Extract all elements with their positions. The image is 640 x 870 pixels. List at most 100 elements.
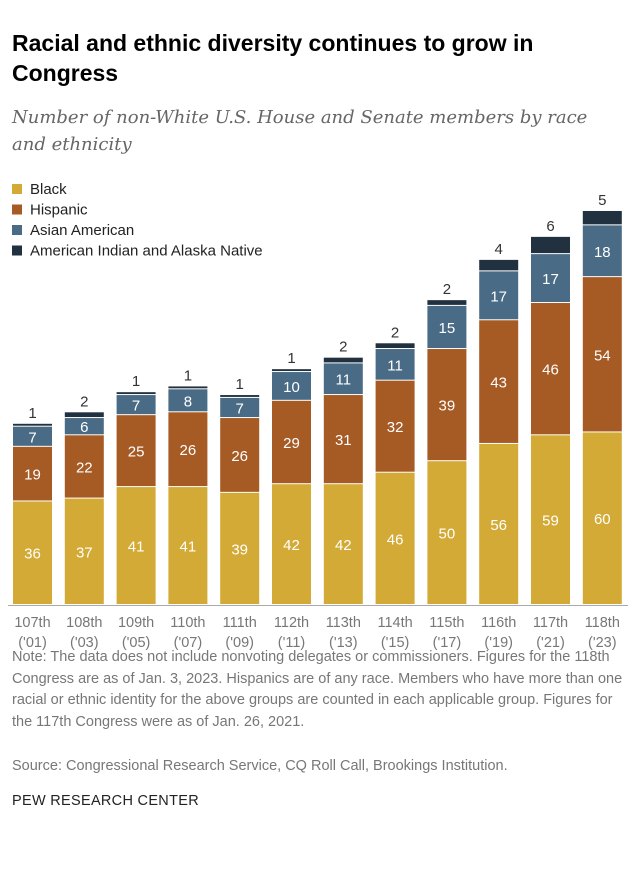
bar-segment <box>168 487 208 604</box>
data-label: 1 <box>287 350 295 367</box>
data-label: 32 <box>387 419 404 436</box>
bar-segment <box>375 380 415 472</box>
data-label: 2 <box>80 393 88 410</box>
data-label: 5 <box>598 192 606 209</box>
data-label: 60 <box>594 511 611 528</box>
x-tick-label: ('01) <box>18 635 47 651</box>
data-label: 1 <box>236 376 244 393</box>
bar-segment <box>116 487 156 604</box>
data-label: 6 <box>80 419 88 436</box>
data-label: 8 <box>184 393 192 410</box>
data-label: 7 <box>28 429 36 446</box>
data-label: 19 <box>24 467 41 484</box>
bar-segment <box>220 492 260 604</box>
x-tick-label: 110th <box>170 615 205 631</box>
data-label: 25 <box>128 444 145 461</box>
bar-segment <box>168 386 208 389</box>
x-tick-label: ('21) <box>536 635 565 651</box>
data-label: 59 <box>542 513 559 530</box>
data-label: 18 <box>594 244 611 261</box>
bar-segment <box>116 392 156 395</box>
bar-segment <box>582 432 622 604</box>
x-tick-label: 117th <box>533 615 568 631</box>
data-label: 41 <box>128 539 145 556</box>
bar-segment <box>323 395 363 484</box>
bar-segment <box>220 395 260 397</box>
data-label: 2 <box>339 339 347 356</box>
bar-segment <box>220 418 260 492</box>
x-tick-label: 114th <box>377 615 412 631</box>
x-tick-label: 116th <box>481 615 516 631</box>
x-tick-label: 108th <box>66 615 102 631</box>
data-label: 1 <box>28 405 36 422</box>
chart-title: Racial and ethnic diversity continues to… <box>12 30 534 86</box>
brand-label: PEW RESEARCH CENTER <box>12 793 199 809</box>
data-label: 42 <box>335 537 352 554</box>
bar-segment <box>531 254 570 303</box>
x-tick-label: ('13) <box>329 635 358 651</box>
bar-segment <box>64 435 104 498</box>
bar-segment <box>531 236 570 254</box>
data-label: 1 <box>132 373 140 390</box>
bar-segment <box>375 472 415 604</box>
bar-segment <box>168 412 208 487</box>
bar-segment <box>531 435 570 604</box>
bar-segment <box>582 277 622 432</box>
x-tick-label: 107th <box>14 615 50 631</box>
data-label: 17 <box>490 288 507 305</box>
legend-swatch <box>12 225 22 235</box>
data-label: 2 <box>391 324 399 341</box>
chart-source: Source: Congressional Research Service, … <box>12 758 508 774</box>
data-label: 6 <box>546 218 554 235</box>
bar-segment <box>479 443 519 604</box>
data-label: 4 <box>495 241 503 258</box>
bar-segment <box>168 389 208 412</box>
legend-label: Black <box>30 181 67 198</box>
bar-segment <box>323 484 363 604</box>
data-label: 17 <box>542 271 559 288</box>
bar-segment <box>13 446 52 501</box>
data-label: 36 <box>24 546 41 563</box>
x-tick-label: ('23) <box>588 635 617 651</box>
bar-segment <box>582 210 622 225</box>
bar-segment <box>479 259 519 271</box>
legend-label: American Indian and Alaska Native <box>30 243 263 260</box>
x-tick-label: 112th <box>274 615 309 631</box>
data-label: 42 <box>283 537 300 554</box>
bar-segment <box>427 300 467 305</box>
bar-segment <box>13 423 52 426</box>
data-label: 15 <box>439 320 456 337</box>
x-tick-label: ('15) <box>381 635 410 651</box>
bar-segment <box>64 412 104 418</box>
data-label: 2 <box>443 281 451 298</box>
x-tick-label: 118th <box>585 615 620 631</box>
legend-swatch <box>12 204 22 215</box>
data-label: 43 <box>490 375 507 392</box>
data-label: 29 <box>283 435 300 452</box>
data-label: 54 <box>594 347 611 364</box>
chart-note: Note: The data does not include nonvotin… <box>12 649 623 730</box>
chart-subtitle: Number of non-White U.S. House and Senat… <box>12 107 588 155</box>
data-label: 46 <box>542 362 559 379</box>
bar-segment <box>13 501 52 604</box>
bar-segment <box>479 320 519 443</box>
bar-segment <box>531 303 570 435</box>
x-tick-label: 111th <box>223 615 257 631</box>
x-tick-label: ('19) <box>484 635 513 651</box>
data-label: 39 <box>439 398 456 415</box>
x-tick-label: ('07) <box>174 635 203 651</box>
bar-segment <box>272 400 311 484</box>
bar-segment <box>116 415 156 487</box>
data-label: 31 <box>335 432 352 449</box>
legend-label: Hispanic <box>30 202 88 219</box>
x-tick-label: ('03) <box>70 635 99 651</box>
bar-segment <box>427 305 467 349</box>
bar-segment <box>272 372 311 400</box>
legend-label: Asian American <box>30 222 134 239</box>
data-label: 26 <box>231 448 248 465</box>
data-label: 50 <box>439 526 456 543</box>
bar-segment <box>375 349 415 380</box>
data-label: 37 <box>76 544 93 561</box>
